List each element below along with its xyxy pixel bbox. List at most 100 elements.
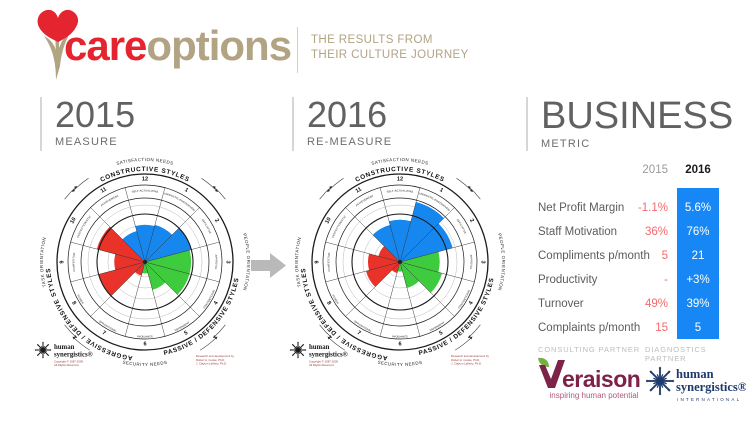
svg-text:AFFILIATIVE: AFFILIATIVE	[201, 218, 213, 234]
svg-text:CONVENTIONAL: CONVENTIONAL	[202, 288, 216, 309]
logo-heart-icon	[37, 9, 79, 43]
column-subtitle-metric: METRIC	[541, 138, 591, 150]
svg-text:1: 1	[438, 187, 444, 194]
metric-label: Compliments p/month	[538, 250, 650, 262]
svg-text:AVOIDANCE: AVOIDANCE	[137, 334, 153, 338]
metric-2016-value: 21	[691, 250, 705, 262]
column-header-business: BUSINESS METRIC	[526, 97, 733, 151]
svg-text:7: 7	[101, 330, 107, 337]
svg-text:6: 6	[143, 342, 146, 348]
svg-text:11: 11	[355, 186, 363, 194]
diagnostics-partner-label: DIAGNOSTICS PARTNER	[645, 345, 707, 363]
svg-text:All Rights Reserved: All Rights Reserved	[309, 363, 334, 367]
metric-label: Staff Motivation	[538, 226, 618, 238]
svg-text:TASK ORIENTATION: TASK ORIENTATION	[294, 236, 302, 287]
svg-text:human: human	[309, 344, 330, 351]
metrics-col-header-2015: 2015	[642, 164, 668, 176]
column-header-2016: 2016 RE-MEASURE	[292, 97, 392, 151]
svg-text:SATISFACTION NEEDS: SATISFACTION NEEDS	[371, 157, 429, 166]
svg-text:CONVENTIONAL: CONVENTIONAL	[457, 288, 471, 309]
svg-text:OPPOSITIONAL: OPPOSITIONAL	[98, 319, 118, 333]
veraison-leaf-icon	[538, 357, 549, 367]
metric-2015-value: -1.1%	[637, 202, 668, 214]
svg-text:J. Clayton Lafferty, Ph.D.: J. Clayton Lafferty, Ph.D.	[196, 362, 227, 366]
svg-text:APPROVAL: APPROVAL	[214, 254, 218, 270]
svg-text:COMPETITIVE: COMPETITIVE	[71, 252, 76, 272]
metric-2016-value: 39%	[686, 298, 710, 310]
svg-text:11: 11	[100, 186, 108, 194]
veraison-tagline: inspiring human potential	[550, 391, 639, 400]
svg-text:4: 4	[213, 300, 220, 306]
hs-line2: synergistics®	[676, 380, 746, 394]
svg-text:9: 9	[315, 260, 321, 263]
column-title-business: BUSINESS	[541, 95, 734, 137]
svg-text:Copyright © 1987-2009: Copyright © 1987-2009	[309, 360, 338, 364]
svg-text:8: 8	[325, 300, 332, 306]
svg-text:human: human	[54, 344, 75, 351]
column-title-2015: 2015	[55, 94, 136, 135]
svg-text:SELF-ACTUALIZING: SELF-ACTUALIZING	[131, 188, 158, 193]
svg-text:All Rights Reserved: All Rights Reserved	[54, 363, 79, 367]
svg-text:ACHIEVEMENT: ACHIEVEMENT	[100, 194, 120, 208]
svg-text:2: 2	[468, 218, 475, 224]
svg-text:9: 9	[60, 260, 66, 263]
table-row: Turnover 49% 39%	[538, 292, 720, 316]
column-rule	[292, 97, 294, 151]
svg-text:3: 3	[225, 260, 231, 263]
header-tagline: THE RESULTS FROM THEIR CULTURE JOURNEY	[311, 33, 469, 63]
svg-text:3: 3	[480, 260, 486, 263]
snowflake-icon	[646, 366, 675, 396]
svg-text:4: 4	[468, 300, 475, 306]
svg-text:AFFILIATIVE: AFFILIATIVE	[456, 218, 468, 234]
logo-tree-trunk	[44, 18, 72, 80]
metric-label: Productivity	[538, 274, 598, 286]
svg-text:ACHIEVEMENT: ACHIEVEMENT	[355, 194, 375, 208]
metric-2015-value: 36%	[644, 226, 668, 238]
metric-2015-value: 5	[661, 250, 668, 262]
brand-wordmark: careoptions	[64, 22, 292, 69]
svg-text:SECURITY NEEDS: SECURITY NEEDS	[122, 360, 168, 367]
table-row: Productivity - +3%	[538, 268, 720, 292]
svg-text:PEOPLE ORIENTATION: PEOPLE ORIENTATION	[497, 233, 506, 292]
metric-2016-value: 5	[694, 322, 702, 334]
metric-2016-value: 76%	[686, 226, 710, 238]
svg-text:10: 10	[69, 217, 77, 225]
column-rule	[40, 97, 42, 151]
svg-text:SATISFACTION NEEDS: SATISFACTION NEEDS	[116, 157, 174, 166]
circumplex-chart-2016: 1HUMANISTIC-ENCOURAGING2AFFILIATIVE3APPR…	[283, 144, 506, 367]
table-row: Complaints p/month 15 5	[538, 316, 720, 340]
brand-options: options	[146, 22, 292, 69]
svg-text:OPPOSITIONAL: OPPOSITIONAL	[353, 319, 373, 333]
svg-text:8: 8	[70, 300, 77, 306]
metric-2016-value: 5.6%	[684, 202, 712, 214]
svg-text:synergistics®: synergistics®	[309, 352, 348, 359]
tagline-line1: THE RESULTS FROM	[311, 34, 433, 46]
metric-label: Complaints p/month	[538, 322, 641, 334]
table-row: Staff Motivation 36% 76%	[538, 220, 720, 244]
consulting-partner-label: CONSULTING PARTNER	[538, 345, 641, 354]
metric-label: Turnover	[538, 298, 584, 310]
metric-2015-value: 49%	[644, 298, 668, 310]
arrow-right-icon	[251, 253, 286, 278]
svg-text:PERFECTIONISTIC: PERFECTIONISTIC	[76, 215, 92, 239]
svg-text:7: 7	[356, 330, 362, 337]
svg-text:12: 12	[142, 177, 148, 183]
metrics-2016-highlight-column	[677, 188, 719, 339]
careoptions-logo-icon	[37, 9, 79, 80]
svg-text:POWER: POWER	[331, 294, 340, 305]
svg-text:PERFECTIONISTIC: PERFECTIONISTIC	[331, 215, 347, 239]
metrics-col-header-2016: 2016	[685, 164, 711, 176]
metric-2015-value: 15	[655, 322, 668, 334]
table-row: Compliments p/month 5 21	[538, 244, 720, 268]
hs-line3: INTERNATIONAL	[677, 397, 741, 402]
metrics-rows: Net Profit Margin -1.1% 5.6% Staff Motiv…	[538, 196, 720, 340]
svg-text:10: 10	[324, 217, 332, 225]
svg-text:PEOPLE ORIENTATION: PEOPLE ORIENTATION	[242, 233, 251, 292]
veraison-wordmark: eraison	[562, 366, 640, 392]
veraison-v-glyph	[539, 360, 565, 388]
column-rule	[526, 97, 528, 151]
brand-care: care	[64, 22, 147, 69]
svg-text:SELF-ACTUALIZING: SELF-ACTUALIZING	[386, 188, 413, 193]
svg-text:6: 6	[398, 342, 401, 348]
svg-text:1: 1	[183, 187, 189, 194]
